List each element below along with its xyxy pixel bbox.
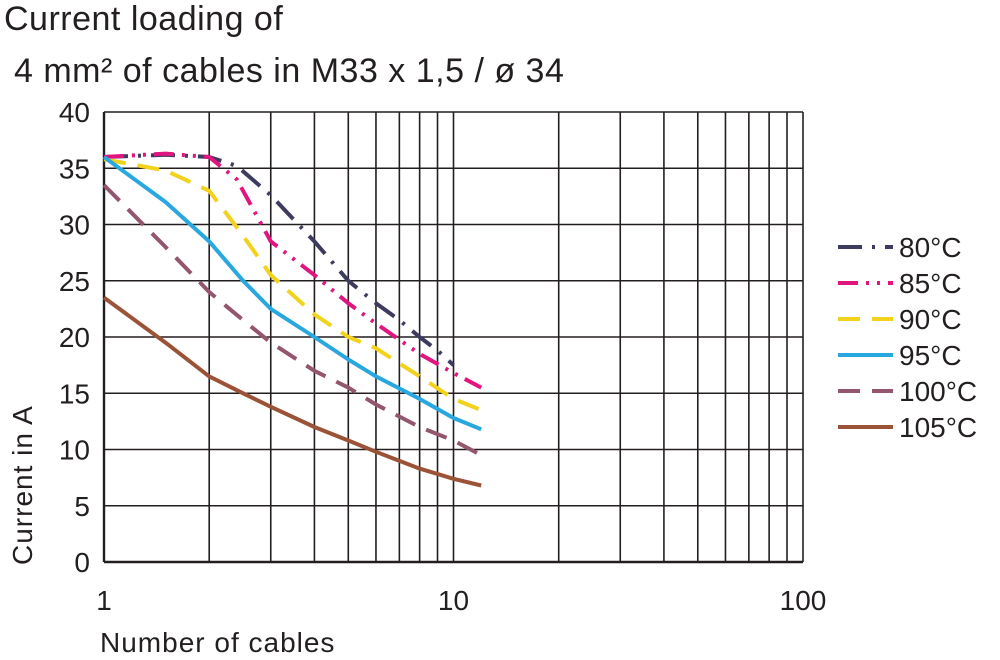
legend-label: 80°C bbox=[899, 232, 962, 263]
series-line bbox=[103, 152, 455, 367]
y-tick-label: 20 bbox=[59, 322, 90, 353]
y-tick-label: 15 bbox=[59, 378, 90, 409]
y-tick-label: 10 bbox=[59, 435, 90, 466]
x-tick-label: 1 bbox=[96, 585, 112, 616]
legend-label: 90°C bbox=[899, 304, 962, 335]
chart-title-line2: 4 mm² of cables in M33 x 1,5 / ø 34 bbox=[14, 52, 565, 90]
y-tick-label: 0 bbox=[74, 547, 90, 578]
legend-label: 85°C bbox=[899, 268, 962, 299]
y-tick-label: 35 bbox=[59, 153, 90, 184]
x-axis-label: Number of cables bbox=[100, 627, 335, 658]
y-axis-label: Current in A bbox=[7, 405, 38, 565]
tick-labels: 0 5 10 15 20 25 30 35 40 1 10 100 bbox=[59, 97, 827, 616]
series-line bbox=[103, 157, 482, 412]
series-line bbox=[102, 183, 483, 457]
legend-label: 105°C bbox=[899, 412, 977, 443]
y-tick-label: 40 bbox=[59, 97, 90, 128]
grid bbox=[102, 111, 804, 564]
series-line bbox=[102, 155, 482, 432]
y-tick-label: 25 bbox=[59, 266, 90, 297]
y-tick-label: 5 bbox=[74, 491, 90, 522]
chart-title-line1: Current loading of bbox=[4, 0, 284, 38]
legend-label: 100°C bbox=[899, 376, 977, 407]
legend: 80°C 85°C 90°C 95°C 100°C 105°C bbox=[838, 232, 977, 443]
legend-label: 95°C bbox=[899, 340, 962, 371]
x-tick-label: 100 bbox=[780, 585, 827, 616]
series-group bbox=[102, 151, 483, 488]
series-line bbox=[103, 151, 483, 390]
x-tick-label: 10 bbox=[438, 585, 469, 616]
y-tick-label: 30 bbox=[59, 210, 90, 241]
series-line bbox=[102, 295, 482, 488]
